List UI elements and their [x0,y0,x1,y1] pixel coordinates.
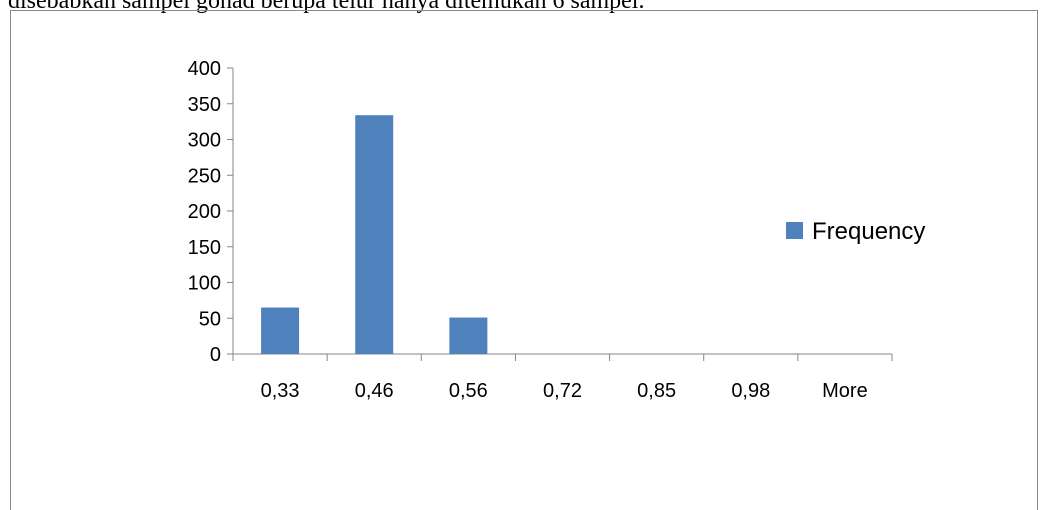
y-tick-label: 350 [188,94,221,116]
legend-label-frequency: Frequency [812,218,925,245]
y-tick-label: 100 [188,273,221,295]
x-tick-label: 0,98 [731,380,770,402]
bar-0,46 [355,115,394,354]
bars [261,115,488,354]
x-tick-label: 0,72 [543,380,582,402]
y-tick-label: 200 [188,201,221,223]
y-tick-label: 300 [188,130,221,152]
y-tick-label: 50 [199,308,221,330]
x-tick-label: 0,33 [261,380,300,402]
chart-frame [10,10,1038,510]
y-tick-label: 400 [188,58,221,80]
y-axis: 0 50 100 150 200 250 300 350 400 [188,58,234,366]
bar-0,56 [449,317,488,354]
bar-0,33 [261,307,300,354]
x-tick-label: 0,56 [449,380,488,402]
y-tick-label: 150 [188,237,221,259]
x-tick-label: 0,85 [637,380,676,402]
x-tick-label: More [822,380,868,402]
y-tick-label: 0 [210,344,221,366]
legend-swatch [786,222,803,239]
x-tick-label: 0,46 [355,380,394,402]
x-axis: 0,33 0,46 0,56 0,72 0,85 0,98 More [232,353,893,402]
legend: Frequency [786,218,925,245]
y-tick-label: 250 [188,165,221,187]
